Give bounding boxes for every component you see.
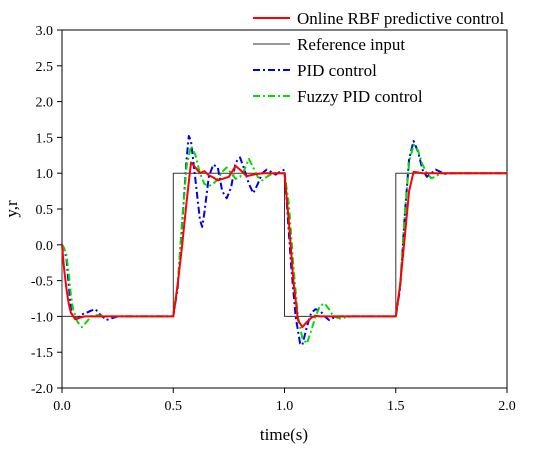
x-tick-label: 2.0 — [498, 399, 516, 414]
y-tick-label: -0.5 — [31, 275, 53, 290]
y-tick-label: 0.5 — [36, 203, 54, 218]
y-axis-title: y,r — [2, 200, 21, 218]
legend: Online RBF predictive control Reference i… — [253, 9, 505, 106]
series-line-online-rbf-predictive-control — [61, 161, 507, 329]
legend-label: Reference input — [297, 35, 405, 54]
y-tick-label: 0.0 — [36, 239, 54, 254]
legend-label: Fuzzy PID control — [297, 87, 423, 106]
x-axis-title: time(s) — [260, 425, 308, 444]
y-tick-label: 1.0 — [36, 167, 54, 182]
y-axis: -2.0 -1.5 -1.0 -0.5 0.0 0.5 1.0 1.5 2.0 2.5 3.0 — [31, 24, 62, 397]
y-tick-label: 2.5 — [36, 60, 54, 75]
y-tick-label: 3.0 — [36, 24, 54, 39]
series-line-reference-input — [61, 172, 507, 317]
y-tick-label: -2.0 — [31, 382, 53, 397]
legend-label: Online RBF predictive control — [297, 9, 505, 28]
x-axis: 0.0 0.5 1.0 1.5 2.0 — [53, 388, 516, 414]
legend-label: PID control — [297, 61, 377, 80]
y-tick-label: -1.0 — [31, 310, 53, 325]
y-tick-label: 2.0 — [36, 96, 54, 111]
series-layer — [61, 135, 507, 346]
x-tick-label: 0.0 — [53, 399, 71, 414]
x-tick-label: 1.0 — [276, 399, 294, 414]
y-tick-label: -1.5 — [31, 346, 53, 361]
x-tick-label: 1.5 — [387, 399, 405, 414]
y-tick-label: 1.5 — [36, 131, 54, 146]
x-tick-label: 0.5 — [165, 399, 183, 414]
